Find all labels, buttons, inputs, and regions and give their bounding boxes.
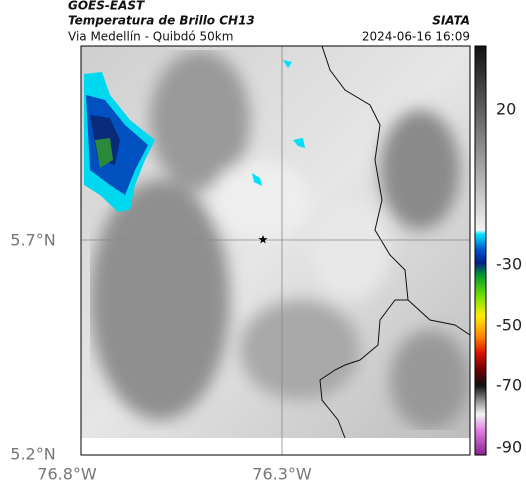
title: GOES-EAST (68, 0, 145, 13)
timestamp: 2024-06-16 16:09 (362, 30, 470, 44)
colorbar-label: -90 (496, 438, 522, 457)
colorbar-label: -30 (496, 255, 522, 274)
colorbar-label: -70 (496, 376, 522, 395)
lon-label: 76.8°W (37, 465, 97, 484)
lat-label: 5.2°N (10, 445, 55, 464)
satellite-image: ★ (80, 45, 471, 456)
colorbar-label: 20 (496, 100, 516, 119)
source: SIATA (432, 14, 470, 28)
colorbar-label: -50 (496, 316, 522, 335)
lon-label: 76.3°W (252, 465, 312, 484)
route: Via Medellín - Quibdó 50km (68, 30, 233, 44)
subtitle: Temperatura de Brillo CH13 (68, 14, 255, 28)
lat-label: 5.7°N (10, 231, 55, 250)
svg-text:★: ★ (258, 233, 269, 247)
colorbar: 20 -30 -50 -70 -90 (474, 45, 522, 457)
